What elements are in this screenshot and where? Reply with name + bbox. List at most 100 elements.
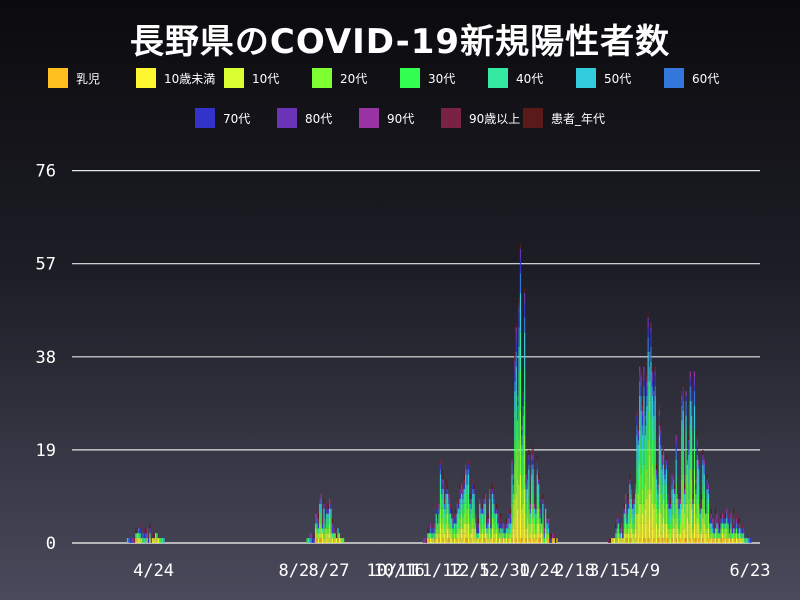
bar-segment bbox=[316, 513, 318, 519]
bar-segment bbox=[146, 538, 148, 543]
bar-segment bbox=[324, 523, 326, 529]
bar-segment bbox=[522, 474, 524, 504]
bar-segment bbox=[467, 484, 470, 499]
bar-segment bbox=[654, 415, 656, 441]
bar-segment bbox=[526, 533, 529, 543]
bar-segment bbox=[500, 523, 502, 529]
bar-segment bbox=[493, 498, 495, 504]
bar-segment bbox=[625, 498, 627, 504]
bar-segment bbox=[486, 533, 488, 539]
bar-segment bbox=[448, 533, 450, 539]
bar-segment bbox=[671, 503, 673, 514]
bar-segment bbox=[626, 528, 628, 534]
bar-segment bbox=[452, 518, 454, 524]
bar-segment bbox=[444, 508, 446, 514]
bar-segment bbox=[480, 503, 482, 509]
legend-swatch bbox=[277, 108, 297, 128]
bar-segment bbox=[470, 538, 472, 543]
bar-segment bbox=[539, 523, 541, 534]
bar-segment bbox=[321, 528, 324, 534]
bar-segment bbox=[438, 503, 440, 509]
bar-segment bbox=[703, 484, 705, 494]
bar-segment bbox=[672, 494, 675, 504]
bar-segment bbox=[320, 533, 322, 539]
bar-segment bbox=[709, 513, 711, 519]
bar-segment bbox=[723, 533, 725, 539]
bar-segment bbox=[648, 361, 651, 367]
y-tick-label: 38 bbox=[36, 348, 56, 368]
bar-segment bbox=[542, 503, 544, 514]
bar-segment bbox=[675, 449, 677, 460]
bar-segment bbox=[149, 523, 151, 529]
bar-segment bbox=[643, 538, 645, 543]
bar-segment bbox=[641, 400, 644, 406]
bar-segment bbox=[511, 494, 513, 504]
bar-segment bbox=[465, 494, 467, 504]
bar-segment bbox=[670, 528, 672, 539]
legend-item: 90歳以上 bbox=[441, 108, 523, 128]
bar-segment bbox=[539, 538, 541, 543]
bar-segment bbox=[320, 508, 322, 514]
bar-segment bbox=[672, 489, 675, 494]
bar-segment bbox=[531, 454, 533, 460]
bar-segment bbox=[698, 533, 700, 539]
bar-segment bbox=[538, 479, 540, 485]
bar-segment bbox=[424, 538, 426, 543]
bar-segment bbox=[149, 538, 151, 543]
bar-segment bbox=[320, 528, 322, 534]
bar-segment bbox=[682, 400, 684, 411]
bar-segment bbox=[508, 518, 510, 524]
bar-segment bbox=[655, 479, 658, 490]
bar-segment bbox=[714, 518, 717, 524]
bar-segment bbox=[634, 513, 637, 529]
bar-segment bbox=[550, 533, 552, 539]
bar-segment bbox=[333, 528, 335, 534]
bar-segment bbox=[451, 513, 453, 519]
bar-segment bbox=[670, 498, 672, 504]
bar-segment bbox=[716, 528, 718, 539]
bar-segment bbox=[641, 415, 644, 426]
bar-segment bbox=[529, 523, 531, 534]
bar-segment bbox=[445, 484, 447, 490]
bar-segment bbox=[685, 415, 687, 431]
bar-segment bbox=[661, 533, 663, 539]
bar-segment bbox=[674, 484, 676, 490]
bar-segment bbox=[463, 489, 465, 494]
bar-segment bbox=[455, 538, 457, 543]
bar-segment bbox=[434, 533, 436, 539]
bar-segment bbox=[630, 518, 632, 529]
bar-segment bbox=[497, 518, 499, 524]
bar-segment bbox=[149, 533, 151, 539]
bar-segment bbox=[532, 445, 534, 450]
bar-segment bbox=[316, 523, 318, 529]
bar-segment bbox=[467, 464, 470, 470]
bar-segment bbox=[677, 508, 679, 519]
bar-segment bbox=[655, 474, 658, 480]
bar-segment bbox=[511, 474, 513, 485]
bar-segment bbox=[692, 513, 694, 524]
bar-segment bbox=[724, 523, 726, 529]
bar-segment bbox=[435, 503, 437, 509]
bar-segment bbox=[684, 503, 686, 509]
bar-segment bbox=[648, 351, 651, 357]
bar-segment bbox=[629, 508, 631, 524]
bar-segment bbox=[665, 459, 667, 465]
bar-segment bbox=[522, 396, 524, 406]
bar-segment bbox=[674, 503, 676, 514]
bar-segment bbox=[653, 430, 655, 450]
bar-segment bbox=[738, 518, 740, 524]
bar-segment bbox=[636, 449, 638, 470]
bar-segment bbox=[460, 513, 463, 529]
bar-segment bbox=[689, 445, 691, 470]
legend-swatch bbox=[441, 108, 461, 128]
bar-segment bbox=[626, 508, 628, 514]
bar-segment bbox=[657, 528, 659, 534]
bar-segment bbox=[731, 533, 733, 539]
bar-segment bbox=[465, 538, 467, 543]
bar-segment bbox=[442, 489, 444, 499]
bar-segment bbox=[702, 449, 704, 455]
bar-segment bbox=[702, 533, 704, 539]
bar-segment bbox=[737, 538, 739, 543]
bar-segment bbox=[646, 425, 648, 450]
bar-segment bbox=[458, 513, 460, 519]
